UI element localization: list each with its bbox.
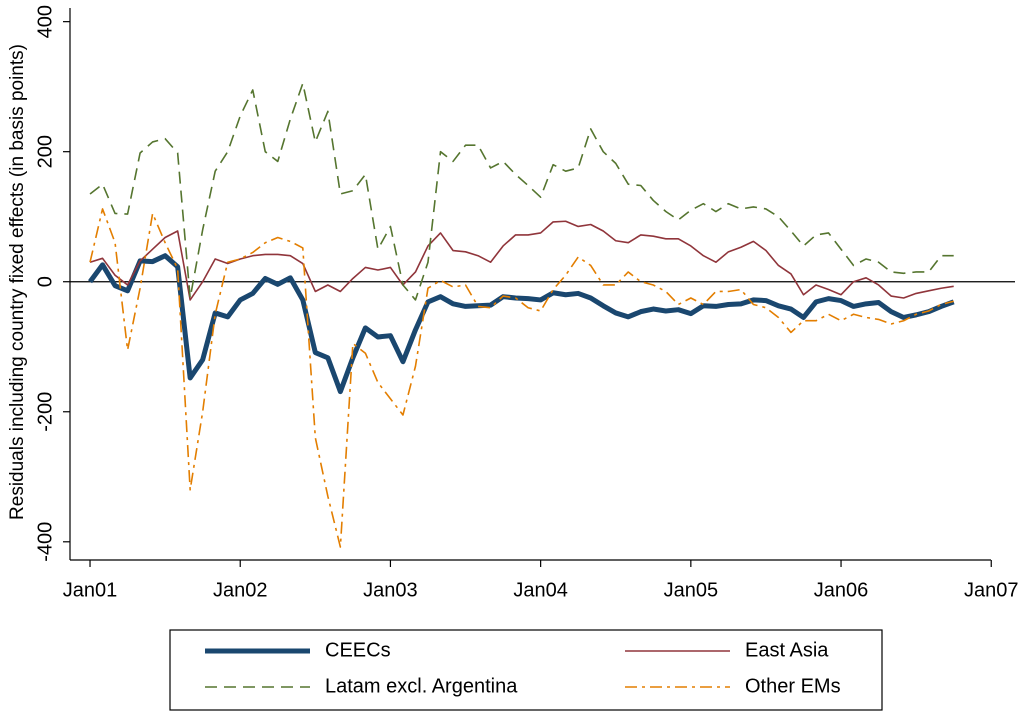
x-tick-label: Jan02	[213, 579, 268, 601]
legend-label: East Asia	[745, 639, 829, 661]
x-tick-label: Jan07	[964, 579, 1019, 601]
y-tick-label: -200	[34, 392, 56, 432]
x-tick-label: Jan06	[814, 579, 869, 601]
legend-label: Other EMs	[745, 675, 841, 697]
series-line	[89, 208, 954, 548]
series-line	[88, 253, 955, 395]
x-tick-label: Jan04	[513, 579, 568, 601]
legend-box	[169, 629, 883, 711]
y-axis-title: Residuals including country fixed effect…	[7, 44, 28, 520]
legend-label: CEECs	[325, 639, 391, 661]
series-line	[89, 82, 954, 301]
y-tick-label: 400	[34, 5, 56, 38]
x-tick-label: Jan01	[63, 579, 118, 601]
x-tick-label: Jan05	[664, 579, 719, 601]
legend-label: Latam excl. Argentina	[325, 675, 518, 697]
y-tick-label: 0	[34, 276, 56, 287]
y-tick-label: -400	[34, 522, 56, 562]
y-tick-label: 200	[34, 135, 56, 168]
x-tick-label: Jan03	[363, 579, 418, 601]
